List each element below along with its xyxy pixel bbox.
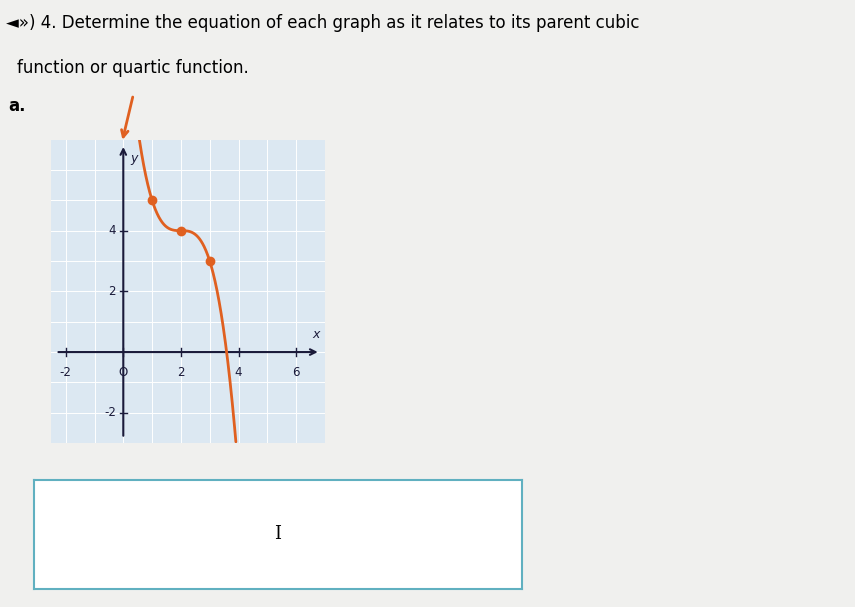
Text: 4: 4: [109, 224, 116, 237]
Text: O: O: [119, 365, 128, 379]
Text: I: I: [274, 525, 281, 543]
Text: 4: 4: [235, 365, 242, 379]
Text: 2: 2: [177, 365, 185, 379]
Text: a.: a.: [9, 97, 26, 115]
Text: y: y: [131, 152, 138, 164]
Text: ◄») 4. Determine the equation of each graph as it relates to its parent cubic: ◄») 4. Determine the equation of each gr…: [5, 14, 639, 32]
Text: function or quartic function.: function or quartic function.: [17, 59, 249, 77]
Text: 2: 2: [109, 285, 116, 298]
Text: 6: 6: [292, 365, 300, 379]
Text: x: x: [313, 328, 320, 341]
Text: -2: -2: [60, 365, 72, 379]
Text: -2: -2: [104, 406, 116, 419]
